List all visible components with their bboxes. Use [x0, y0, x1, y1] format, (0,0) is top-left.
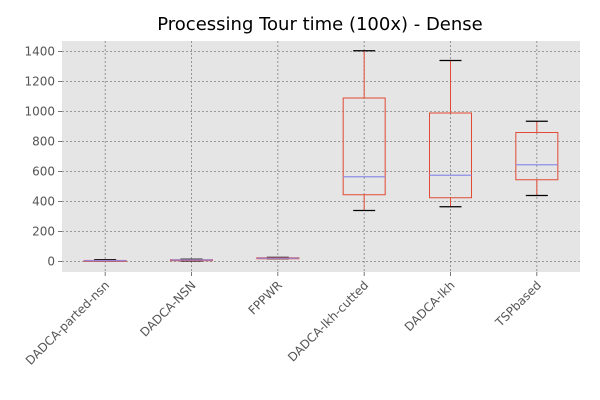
y-tick-label: 1200 — [24, 75, 55, 89]
box-FPPWR — [256, 256, 300, 260]
box-layer — [83, 50, 559, 262]
box-TSPbased — [515, 120, 559, 197]
box-DADCA-parted-nsn — [83, 259, 127, 262]
box-DADCA-NSN — [170, 258, 213, 262]
iqr-box — [429, 112, 472, 199]
box-DADCA-lkh — [429, 59, 472, 208]
y-tick-label: 200 — [32, 225, 55, 239]
y-tick-label: 600 — [32, 165, 55, 179]
y-tick-label: 0 — [47, 255, 55, 269]
chart-title: Processing Tour time (100x) - Dense — [157, 14, 483, 35]
x-tick-label: DADCA-parted-nsn — [23, 278, 112, 367]
y-tick-label: 400 — [32, 195, 55, 209]
box-DADCA-lkh-cutted — [342, 50, 386, 212]
grid-layer — [62, 41, 580, 272]
x-tick-label: FPPWR — [246, 278, 285, 317]
plot-background — [62, 41, 580, 272]
iqr-box — [342, 97, 386, 196]
y-tick-label: 1000 — [24, 105, 55, 119]
x-tick-label: DADCA-NSN — [137, 278, 198, 339]
iqr-box — [515, 132, 559, 181]
x-tick-label: DADCA-lkh — [402, 278, 458, 334]
x-tick-label: DADCA-lkh-cutted — [285, 278, 371, 364]
y-tick-label: 800 — [32, 135, 55, 149]
y-tick-label: 1400 — [24, 45, 55, 59]
x-tick-label: TSPbased — [492, 278, 544, 330]
